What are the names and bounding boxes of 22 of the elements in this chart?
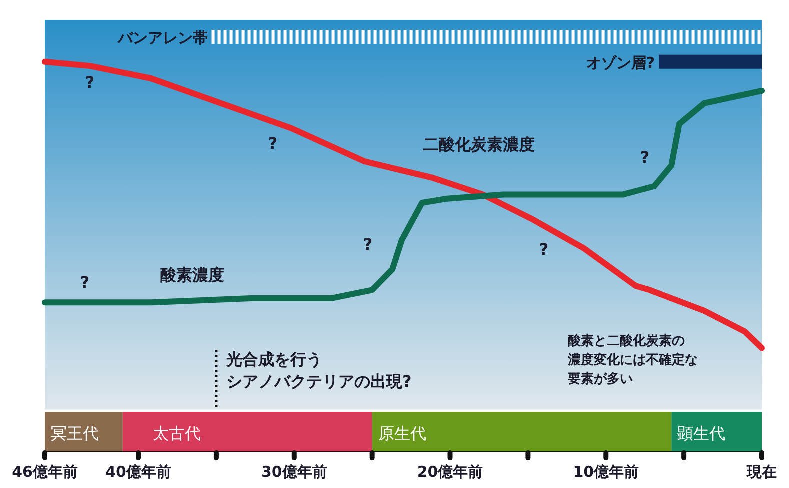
band-label: 顕生代	[676, 424, 726, 443]
x-tick-label: 30億年前	[261, 463, 328, 481]
annotation: 酸素と二酸化炭素の濃度変化には不確定な要素が多い	[567, 333, 698, 387]
annotation: ?	[85, 73, 95, 92]
x-tick-label: 現在	[746, 463, 777, 481]
x-tick-label: 40億年前	[106, 463, 172, 481]
series-label: オゾン層?	[586, 54, 656, 72]
annotation: ?	[268, 134, 278, 153]
x-tick-label: 10億年前	[573, 463, 640, 481]
annotation: ?	[363, 235, 373, 254]
annotation: ?	[539, 240, 549, 259]
series-label: 酸素濃度	[160, 265, 225, 284]
band-label: 原生代	[378, 424, 426, 443]
band-label: 冥王代	[51, 424, 99, 443]
series-label: バンアレン帯	[116, 29, 208, 47]
ref-line-label: 光合成を行うシアノバクテリアの出現?	[225, 350, 412, 391]
annotation: ?	[80, 273, 90, 292]
x-tick-label: 46億年前	[12, 463, 78, 481]
band-label: 太古代	[152, 424, 201, 443]
series-label: 二酸化炭素濃度	[423, 135, 536, 154]
x-tick-label: 20億年前	[417, 463, 484, 481]
annotation: ?	[640, 148, 650, 167]
